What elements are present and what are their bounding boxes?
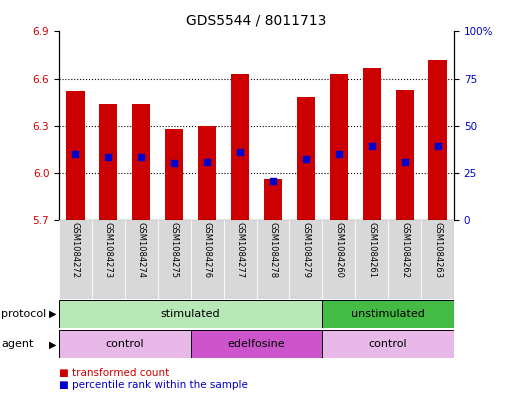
Text: GSM1084262: GSM1084262 [400,222,409,278]
Text: GDS5544 / 8011713: GDS5544 / 8011713 [186,14,327,28]
Bar [158,220,191,299]
Bar [322,220,355,299]
Bar [59,300,322,328]
Point [236,149,244,156]
Text: GSM1084260: GSM1084260 [334,222,343,278]
Text: control: control [106,339,144,349]
Text: ▶: ▶ [49,339,56,349]
Point [71,151,80,157]
Bar [191,220,224,299]
Bar [66,91,85,220]
Bar [59,220,92,299]
Bar [231,74,249,220]
Text: ▶: ▶ [49,309,56,319]
Point [203,159,211,165]
Text: GSM1084274: GSM1084274 [137,222,146,278]
Text: GSM1084273: GSM1084273 [104,222,113,279]
Text: GSM1084261: GSM1084261 [367,222,376,278]
Text: GSM1084278: GSM1084278 [268,222,278,279]
Text: stimulated: stimulated [161,309,221,319]
Text: ■ percentile rank within the sample: ■ percentile rank within the sample [59,380,248,390]
Point [334,151,343,157]
Bar [388,220,421,299]
Bar [330,74,348,220]
Bar [421,220,454,299]
Text: GSM1084275: GSM1084275 [170,222,179,278]
Bar [322,330,454,358]
Bar [322,300,454,328]
Bar [289,220,322,299]
Bar [132,104,150,220]
Text: control: control [369,339,407,349]
Point [137,154,145,160]
Point [170,160,179,167]
Bar [92,220,125,299]
Bar [256,220,289,299]
Text: GSM1084276: GSM1084276 [203,222,212,279]
Bar [100,104,117,220]
Bar [297,97,315,220]
Text: GSM1084272: GSM1084272 [71,222,80,278]
Point [302,156,310,162]
Text: GSM1084277: GSM1084277 [235,222,245,279]
Text: GSM1084263: GSM1084263 [433,222,442,279]
Bar [59,330,191,358]
Bar [428,60,447,220]
Text: protocol: protocol [1,309,46,319]
Bar [363,68,381,220]
Bar [191,330,322,358]
Text: edelfosine: edelfosine [228,339,285,349]
Text: GSM1084279: GSM1084279 [301,222,310,278]
Bar [355,220,388,299]
Text: unstimulated: unstimulated [351,309,425,319]
Bar [264,179,282,220]
Bar [396,90,413,220]
Bar [125,220,158,299]
Point [269,178,277,184]
Point [368,143,376,149]
Bar [198,126,216,220]
Text: ■ transformed count: ■ transformed count [59,368,169,378]
Point [401,159,409,165]
Bar [165,129,183,220]
Point [104,154,112,160]
Point [433,143,442,149]
Text: agent: agent [1,339,33,349]
Bar [224,220,256,299]
